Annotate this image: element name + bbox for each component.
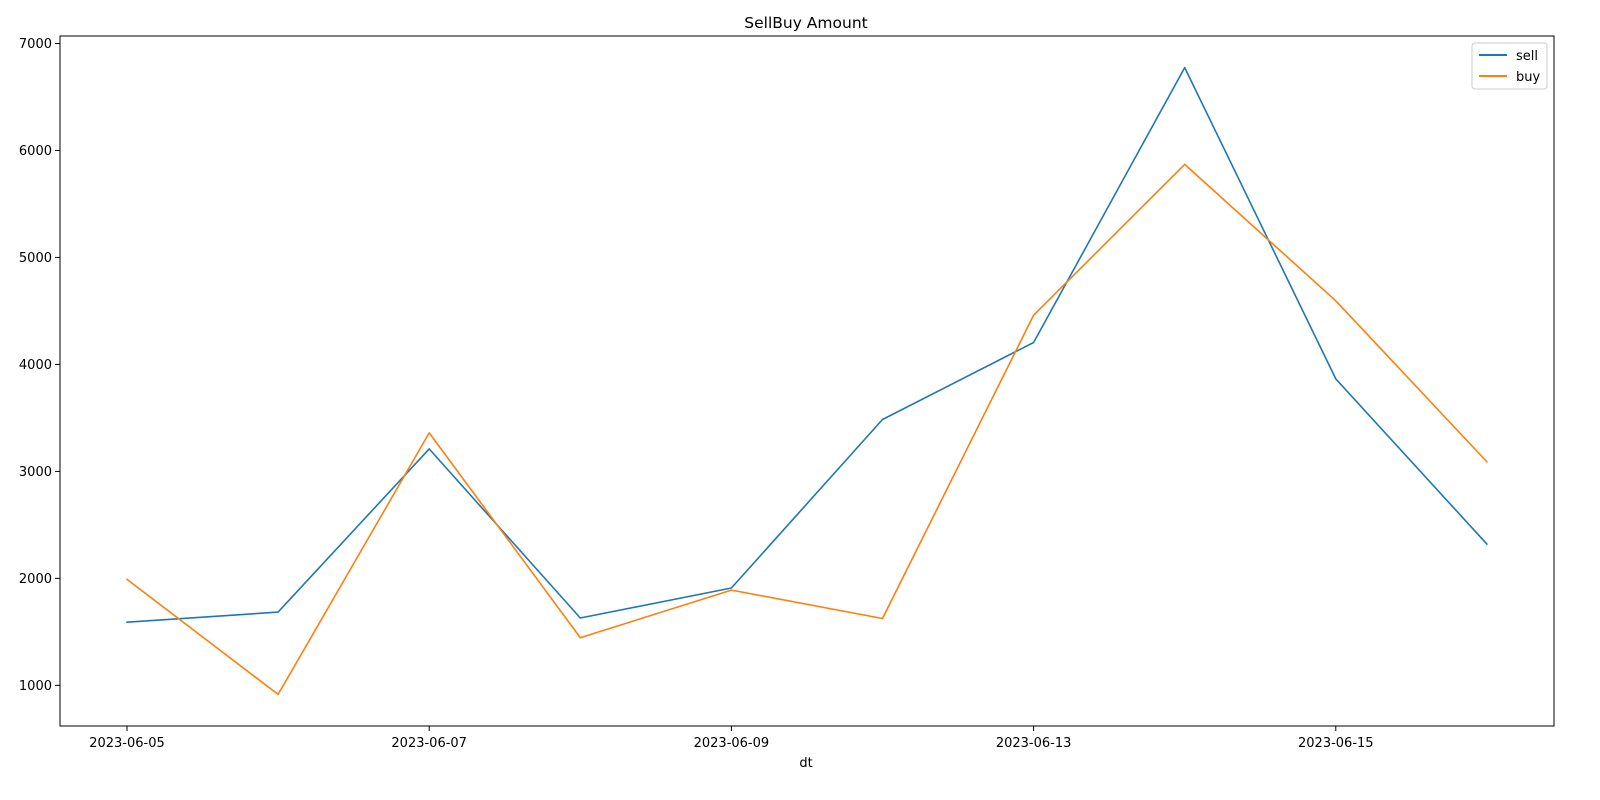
y-tick-label: 5000 <box>19 251 52 266</box>
series-line-sell[interactable] <box>126 66 1489 624</box>
plot-frame <box>59 35 1555 727</box>
y-axis: 1000 2000 3000 4000 5000 6000 7000 <box>19 37 60 694</box>
x-tick-label: 2023-06-13 <box>996 736 1072 751</box>
y-tick-label: 6000 <box>19 144 52 159</box>
x-tick-label: 2023-06-15 <box>1298 736 1374 751</box>
y-tick-label: 3000 <box>19 465 52 480</box>
x-tick-label: 2023-06-07 <box>391 736 467 751</box>
x-axis: 2023-06-05 2023-06-07 2023-06-09 2023-06-13… <box>89 726 1374 751</box>
series-line-buy[interactable] <box>125 163 1489 696</box>
x-axis-title: dt <box>799 756 812 771</box>
y-tick-label: 2000 <box>19 572 52 587</box>
chart-title: SellBuy Amount <box>744 14 867 32</box>
y-tick-label: 1000 <box>19 679 52 694</box>
y-tick-label: 4000 <box>19 358 52 373</box>
x-tick-label: 2023-06-09 <box>694 736 770 751</box>
series-layer <box>125 66 1489 696</box>
y-tick-label: 7000 <box>19 37 52 52</box>
x-tick-label: 2023-06-05 <box>89 736 165 751</box>
legend-label-sell: sell <box>1516 49 1538 64</box>
legend-label-buy: buy <box>1516 70 1540 85</box>
legend[interactable]: sell buy <box>1471 42 1548 90</box>
